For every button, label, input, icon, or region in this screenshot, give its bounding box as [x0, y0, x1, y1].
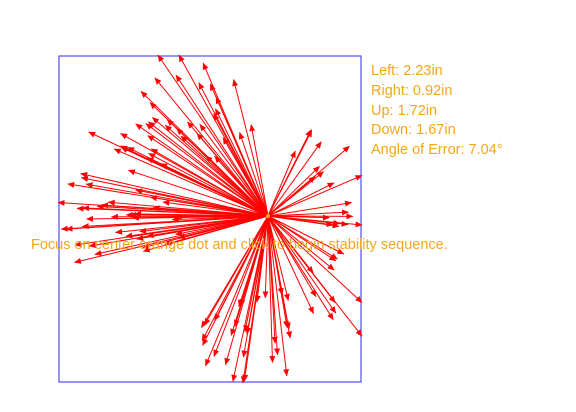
- instruction-text: Focus on center orange dot and click to …: [31, 237, 448, 253]
- up-deviation: Up: 1.72in: [371, 102, 503, 122]
- deviation-arrow: [268, 146, 350, 216]
- deviation-vectors: [58, 55, 362, 383]
- deviation-arrow: [239, 216, 268, 307]
- down-deviation: Down: 1.67in: [371, 121, 503, 141]
- stability-stats: Left: 2.23in Right: 0.92in Up: 1.72in Do…: [371, 62, 503, 161]
- angle-of-error: Angle of Error: 7.04°: [371, 141, 503, 161]
- right-deviation: Right: 0.92in: [371, 82, 503, 102]
- left-deviation: Left: 2.23in: [371, 62, 503, 82]
- center-dot[interactable]: [266, 214, 270, 218]
- deviation-arrow: [268, 130, 312, 216]
- deviation-arrow: [268, 216, 362, 303]
